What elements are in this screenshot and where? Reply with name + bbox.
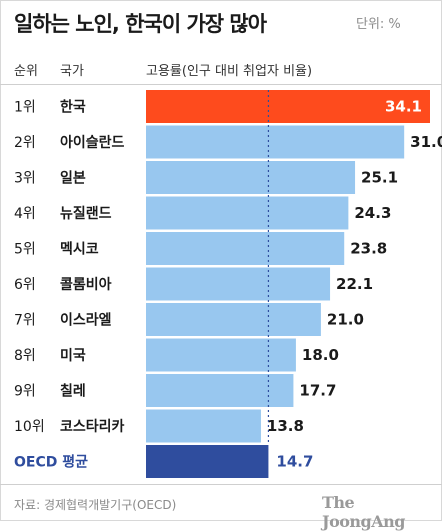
- header-divider: [0, 84, 442, 85]
- value-label-3: 24.3: [354, 204, 391, 222]
- value-label-0: 34.1: [385, 98, 422, 116]
- category-label-2: 일본: [60, 171, 86, 187]
- rank-label-1: 2위: [14, 135, 36, 151]
- category-label-5: 콜롬비아: [60, 276, 112, 293]
- rank-label-4: 5위: [14, 242, 36, 258]
- category-label-1: 아이슬란드: [60, 134, 125, 151]
- value-label-2: 25.1: [361, 169, 398, 187]
- value-label-10: 14.7: [276, 453, 313, 471]
- header-metric: 고용률(인구 대비 취업자 비율): [146, 64, 313, 79]
- bar-6: [146, 303, 321, 336]
- rank-label-3: 4위: [14, 206, 36, 222]
- rank-label-2: 3위: [14, 171, 36, 187]
- category-label-8: 칠레: [60, 383, 86, 400]
- header-rank: 순위: [14, 64, 38, 79]
- unit-label: 단위: %: [356, 17, 401, 32]
- footer-divider: [0, 484, 442, 485]
- rank-label-0: 1위: [14, 100, 36, 116]
- category-label-7: 미국: [60, 348, 86, 364]
- bar-10: [146, 445, 269, 478]
- category-label-4: 멕시코: [60, 241, 99, 258]
- value-label-1: 31.0: [410, 133, 442, 151]
- brand-logo: The JoongAng: [322, 493, 405, 531]
- rank-label-6: 7위: [14, 313, 36, 329]
- category-label-3: 뉴질랜드: [60, 205, 112, 222]
- rank-label-5: 6위: [14, 277, 36, 293]
- value-label-7: 18.0: [302, 346, 339, 364]
- bar-0: [146, 90, 430, 123]
- bar-1: [146, 125, 405, 159]
- value-label-8: 17.7: [299, 382, 336, 400]
- value-label-4: 23.8: [350, 240, 387, 258]
- rank-label-9: 10위: [14, 419, 45, 435]
- value-label-9: 13.8: [267, 417, 304, 435]
- bar-5: [146, 267, 331, 301]
- bar-4: [146, 232, 345, 265]
- category-label-10: OECD 평균: [14, 454, 88, 471]
- value-label-6: 21.0: [327, 311, 364, 329]
- value-label-5: 22.1: [336, 275, 373, 293]
- rank-label-7: 8위: [14, 348, 36, 364]
- chart-title: 일하는 노인, 한국이 가장 많아: [14, 12, 267, 36]
- bar-3: [146, 196, 349, 230]
- header-country: 국가: [60, 64, 84, 79]
- bar-8: [146, 374, 294, 407]
- category-label-0: 한국: [60, 100, 86, 116]
- source-note: 자료: 경제협력개발기구(OECD): [14, 498, 177, 512]
- category-label-6: 이스라엘: [60, 312, 112, 329]
- bar-2: [146, 161, 356, 194]
- bar-9: [146, 409, 261, 443]
- rank-label-8: 9위: [14, 384, 36, 400]
- category-label-9: 코스타리카: [60, 419, 125, 435]
- bar-7: [146, 338, 296, 372]
